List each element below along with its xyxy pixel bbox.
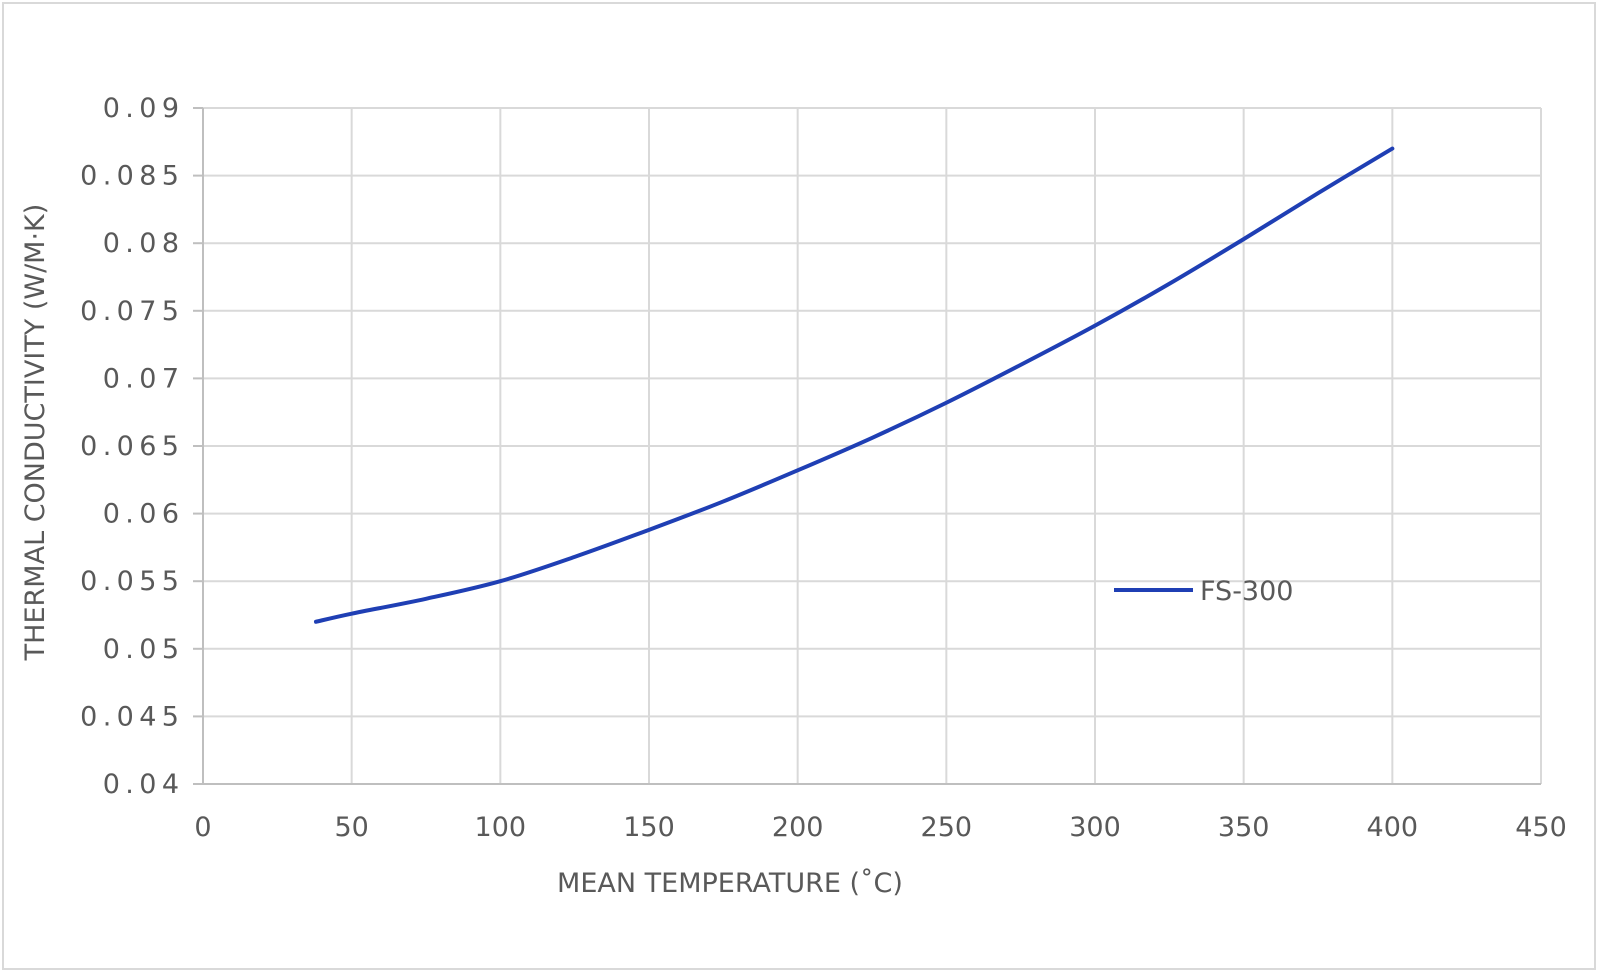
x-tick-label: 300 [1069,812,1121,843]
y-tick-label: 0 . 0 5 [103,634,179,665]
x-tick-label: 200 [772,812,824,843]
y-tick-label: 0 . 0 7 5 [80,296,179,327]
x-tick-labels: 0 50 100 150 200 250 300 350 400 450 [194,812,1566,843]
x-tick-label: 100 [475,812,527,843]
y-tick-label: 0 . 0 5 5 [80,566,179,597]
y-tick-label: 0 . 0 8 5 [80,161,179,192]
y-tick-label: 0 . 0 7 [103,363,179,394]
grid [203,107,1542,784]
series-lines [313,146,1395,624]
x-tick-label: 250 [921,812,973,843]
x-tick-label: 400 [1367,812,1419,843]
x-axis-title: MEAN TEMPERATURE (˚C) [557,868,903,899]
legend-label: FS-300 [1200,576,1293,607]
y-tick-label: 0 . 0 4 5 [80,701,179,732]
y-tick-label: 0 . 0 9 [103,93,179,124]
x-tick-label: 450 [1515,812,1567,843]
legend: FS-300 [1114,576,1293,607]
y-tick-label: 0 . 0 4 [103,769,179,800]
y-tick-label: 0 . 0 8 [103,228,179,259]
y-tick-label: 0 . 0 6 5 [80,431,179,462]
x-tick-label: 50 [334,812,368,843]
y-tick-labels: 0 . 0 4 0 . 0 4 5 0 . 0 5 0 . 0 5 5 0 . 0 6 0… [80,93,179,800]
x-tick-label: 350 [1218,812,1270,843]
x-tick-label: 150 [623,812,675,843]
series-line-fs-300 [313,146,1395,624]
x-tick-label: 0 [194,812,211,843]
y-axis-title: THERMAL CONDUCTIVITY (W/M·K) [20,204,51,662]
axes [193,107,1541,785]
y-tick-label: 0 . 0 6 [103,499,179,530]
